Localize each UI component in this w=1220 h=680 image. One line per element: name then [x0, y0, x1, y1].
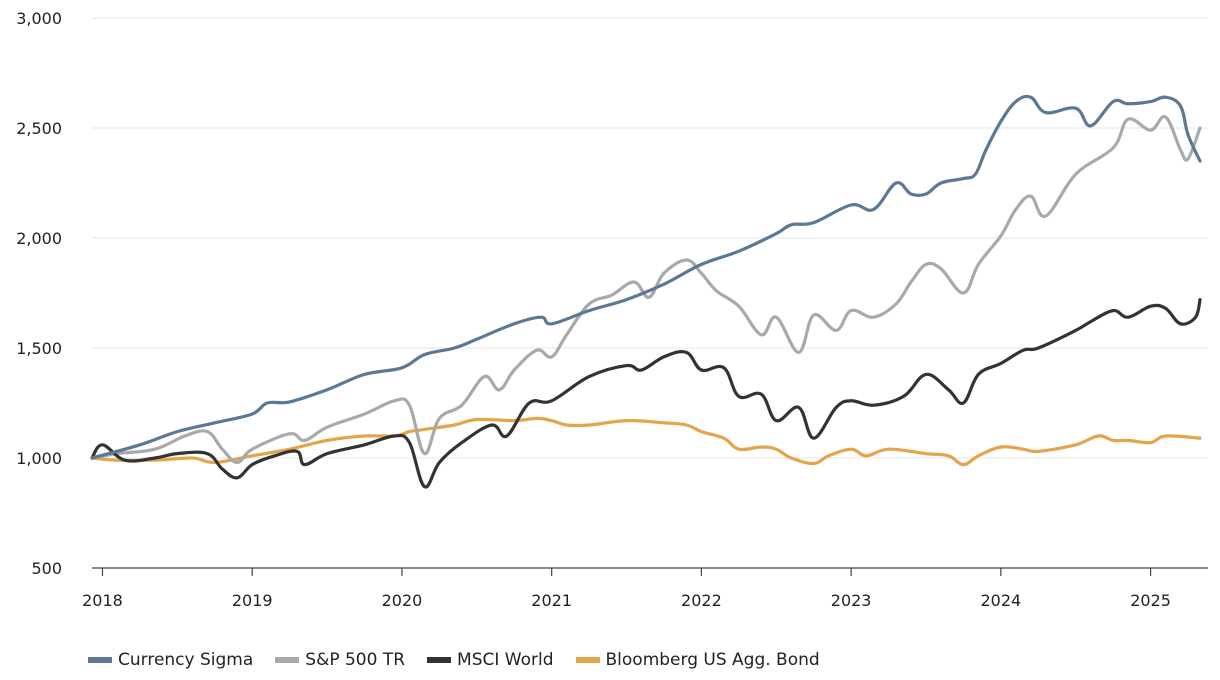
legend-label: S&P 500 TR — [305, 650, 406, 670]
legend-swatch — [575, 657, 600, 663]
y-tick-label: 2,500 — [16, 119, 62, 138]
legend-swatch — [427, 657, 452, 663]
x-tick-label: 2020 — [382, 591, 423, 610]
y-tick-label: 500 — [31, 559, 62, 578]
series-line-msci-world — [90, 298, 1202, 489]
legend-item: MSCI World — [427, 650, 554, 670]
series-line-s-p-500-tr — [90, 114, 1202, 464]
legend-label: MSCI World — [457, 650, 554, 670]
x-tick-label: 2019 — [232, 591, 273, 610]
legend-swatch — [88, 657, 112, 663]
series-line-bloomberg-us-agg-bond — [90, 416, 1202, 467]
legend-item: S&P 500 TR — [275, 650, 405, 670]
legend-label: Bloomberg US Agg. Bond — [605, 650, 820, 670]
axes: 500 1,000 1,500 2,000 2,500 3,000 2018 2019 2020… — [16, 9, 1208, 610]
legend-swatch — [275, 657, 300, 663]
x-tick-label: 2021 — [531, 591, 572, 610]
series-lines — [90, 94, 1202, 489]
x-tick-label: 2022 — [681, 591, 722, 610]
legend: Currency Sigma S&P 500 TR MSCI World Bloomb… — [88, 650, 820, 670]
legend-item: Currency Sigma — [88, 650, 253, 670]
y-tick-label: 1,000 — [16, 449, 62, 468]
series-line-currency-sigma — [90, 94, 1202, 460]
legend-label: Currency Sigma — [118, 650, 254, 670]
y-tick-label: 1,500 — [16, 339, 62, 358]
grid-lines — [92, 17, 1208, 459]
y-tick-label: 2,000 — [16, 229, 62, 248]
x-tick-label: 2023 — [831, 591, 872, 610]
x-tick-label: 2018 — [82, 591, 123, 610]
x-tick-label: 2025 — [1130, 591, 1171, 610]
y-tick-label: 3,000 — [16, 9, 62, 28]
x-tick-label: 2024 — [981, 591, 1022, 610]
legend-item: Bloomberg US Agg. Bond — [575, 650, 820, 670]
